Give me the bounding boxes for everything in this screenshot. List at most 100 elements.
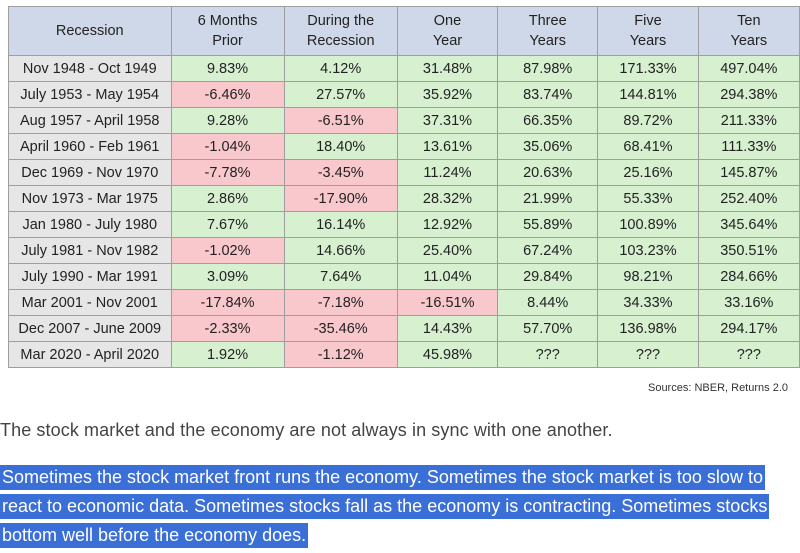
return-cell: 14.43% (396, 315, 499, 342)
return-cell: 25.40% (396, 237, 499, 264)
paragraph-intro: The stock market and the economy are not… (0, 420, 613, 440)
return-cell: 68.41% (597, 133, 699, 160)
return-cell: 294.17% (697, 315, 800, 342)
return-cell: -7.78% (170, 159, 285, 186)
header-ten-years: Ten Years (697, 6, 800, 56)
return-cell: 7.67% (170, 211, 285, 238)
header-6-months-prior: 6 Months Prior (170, 6, 285, 56)
recession-period-cell: Dec 2007 - June 2009 (8, 315, 172, 342)
header-five-years: Five Years (597, 6, 699, 56)
recession-period-cell: July 1953 - May 1954 (8, 81, 172, 108)
return-cell: 100.89% (597, 211, 699, 238)
return-cell: 284.66% (697, 263, 800, 290)
return-cell: 16.14% (283, 211, 398, 238)
return-cell: 29.84% (497, 263, 599, 290)
table-row: Dec 2007 - June 2009 -2.33% -35.46% 14.43% 5… (8, 315, 800, 342)
return-cell: 21.99% (497, 185, 599, 212)
return-cell: 83.74% (497, 81, 599, 108)
return-cell: 87.98% (497, 55, 599, 82)
table-row: Mar 2020 - April 2020 1.92% -1.12% 45.98%??… (8, 341, 800, 368)
header-one-year: One Year (396, 6, 499, 56)
header-recession: Recession (8, 6, 172, 56)
return-cell: -35.46% (283, 315, 398, 342)
selected-text[interactable]: Sometimes the stock market front runs th… (0, 465, 770, 548)
return-cell: 12.92% (396, 211, 499, 238)
recession-period-cell: Nov 1948 - Oct 1949 (8, 55, 172, 82)
return-cell: 1.92% (170, 341, 285, 368)
return-cell: -16.51% (396, 289, 499, 316)
return-cell: 35.92% (396, 81, 499, 108)
return-cell: 111.33% (697, 133, 800, 160)
return-cell: 9.28% (170, 107, 285, 134)
return-cell: 350.51% (697, 237, 800, 264)
return-cell: 252.40% (697, 185, 800, 212)
return-cell: 145.87% (697, 159, 800, 186)
table-row: July 1981 - Nov 1982 -1.02% 14.66% 25.40% 67… (8, 237, 800, 264)
paragraph-selected: Sometimes the stock market front runs th… (0, 463, 780, 550)
return-cell: 55.33% (597, 185, 699, 212)
table-body: Nov 1948 - Oct 1949 9.83% 4.12% 31.48% 87.98… (8, 55, 800, 368)
table-row: Nov 1948 - Oct 1949 9.83% 4.12% 31.48% 87.98… (8, 55, 800, 82)
return-cell: -17.90% (283, 185, 398, 212)
return-cell: -2.33% (170, 315, 285, 342)
table-row: July 1990 - Mar 1991 3.09% 7.64% 11.04% 29.8… (8, 263, 800, 290)
return-cell: -6.51% (283, 107, 398, 134)
return-cell: -1.02% (170, 237, 285, 264)
return-cell: -7.18% (283, 289, 398, 316)
recession-returns-table: Recession 6 Months Prior During the Recess… (8, 6, 800, 368)
return-cell: ??? (597, 341, 699, 368)
return-cell: 13.61% (396, 133, 499, 160)
table-row: Jan 1980 - July 1980 7.67% 16.14% 12.92% 55.… (8, 211, 800, 238)
return-cell: 34.33% (597, 289, 699, 316)
return-cell: 11.04% (396, 263, 499, 290)
return-cell: 27.57% (283, 81, 398, 108)
return-cell: 211.33% (697, 107, 800, 134)
return-cell: -1.12% (283, 341, 398, 368)
return-cell: 103.23% (597, 237, 699, 264)
return-cell: 9.83% (170, 55, 285, 82)
return-cell: -3.45% (283, 159, 398, 186)
recession-period-cell: Nov 1973 - Mar 1975 (8, 185, 172, 212)
recession-period-cell: Dec 1969 - Nov 1970 (8, 159, 172, 186)
return-cell: 2.86% (170, 185, 285, 212)
recession-period-cell: July 1990 - Mar 1991 (8, 263, 172, 290)
return-cell: 28.32% (396, 185, 499, 212)
header-three-years: Three Years (497, 6, 599, 56)
return-cell: 294.38% (697, 81, 800, 108)
table-row: Aug 1957 - April 1958 9.28% -6.51% 37.31% 66… (8, 107, 800, 134)
return-cell: 8.44% (497, 289, 599, 316)
recession-period-cell: Jan 1980 - July 1980 (8, 211, 172, 238)
table-row: April 1960 - Feb 1961 -1.04% 18.40% 13.61% 3… (8, 133, 800, 160)
table-row: July 1953 - May 1954 -6.46% 27.57% 35.92% 83… (8, 81, 800, 108)
header-during-recession: During the Recession (283, 6, 398, 56)
table-header-row: Recession 6 Months Prior During the Recess… (8, 6, 800, 56)
return-cell: 144.81% (597, 81, 699, 108)
return-cell: 4.12% (283, 55, 398, 82)
recession-period-cell: Mar 2020 - April 2020 (8, 341, 172, 368)
recession-period-cell: July 1981 - Nov 1982 (8, 237, 172, 264)
return-cell: 55.89% (497, 211, 599, 238)
return-cell: ??? (497, 341, 599, 368)
return-cell: 66.35% (497, 107, 599, 134)
table-row: Nov 1973 - Mar 1975 2.86% -17.90% 28.32% 21.… (8, 185, 800, 212)
return-cell: 7.64% (283, 263, 398, 290)
return-cell: 14.66% (283, 237, 398, 264)
return-cell: 33.16% (697, 289, 800, 316)
return-cell: 345.64% (697, 211, 800, 238)
return-cell: 25.16% (597, 159, 699, 186)
recession-period-cell: Aug 1957 - April 1958 (8, 107, 172, 134)
return-cell: 35.06% (497, 133, 599, 160)
return-cell: 37.31% (396, 107, 499, 134)
return-cell: -17.84% (170, 289, 285, 316)
return-cell: 45.98% (396, 341, 499, 368)
return-cell: 136.98% (597, 315, 699, 342)
return-cell: 20.63% (497, 159, 599, 186)
return-cell: -1.04% (170, 133, 285, 160)
recession-period-cell: April 1960 - Feb 1961 (8, 133, 172, 160)
return-cell: 3.09% (170, 263, 285, 290)
return-cell: -6.46% (170, 81, 285, 108)
return-cell: 171.33% (597, 55, 699, 82)
return-cell: 89.72% (597, 107, 699, 134)
sources-caption: Sources: NBER, Returns 2.0 (647, 382, 788, 394)
return-cell: 18.40% (283, 133, 398, 160)
